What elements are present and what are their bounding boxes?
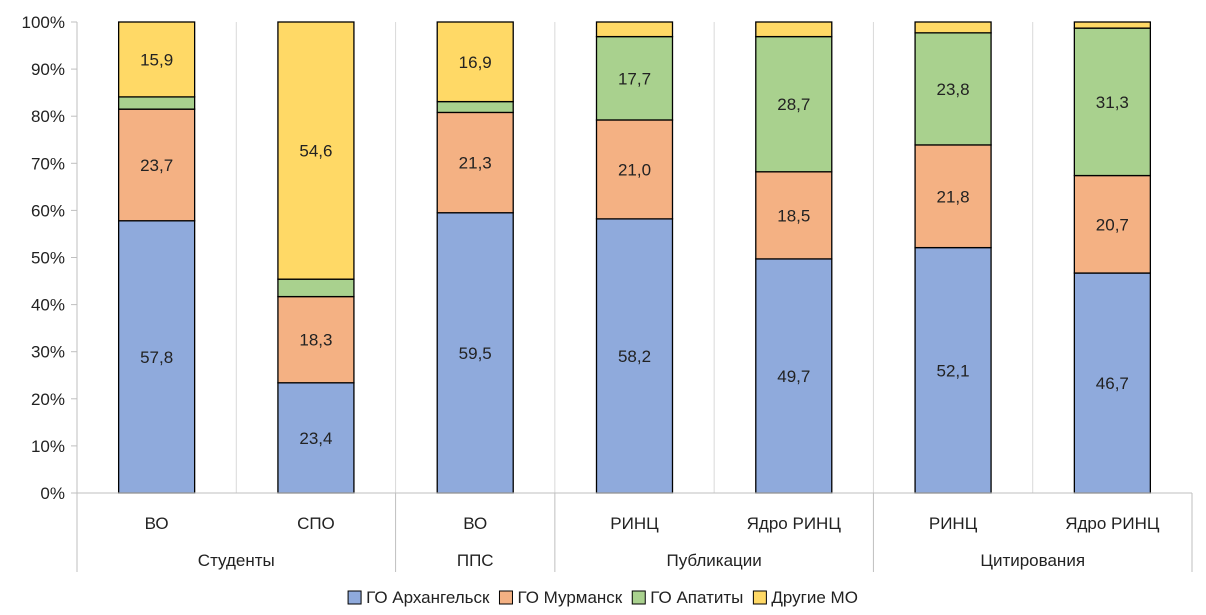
y-tick-label: 0%: [40, 484, 65, 503]
x-category-label: ВО: [463, 514, 487, 533]
y-tick-label: 70%: [31, 154, 65, 173]
bar-segment: [436, 111, 514, 214]
bar-segments: [117, 21, 1152, 494]
data-label: 28,7: [777, 95, 810, 114]
bar-segment: [117, 96, 196, 110]
x-category-label: СПО: [297, 514, 335, 533]
y-tick-label: 60%: [31, 201, 65, 220]
y-tick-label: 50%: [31, 249, 65, 268]
data-label: 23,8: [937, 80, 970, 99]
bar-segment: [436, 21, 514, 103]
data-label: 20,7: [1096, 215, 1129, 234]
legend-swatch: [631, 590, 646, 605]
data-label: 17,7: [618, 69, 651, 88]
grid-lines: [235, 22, 1034, 493]
bar-segment: [277, 21, 355, 280]
data-label: 21,0: [618, 160, 651, 179]
bar-segment: [436, 100, 514, 114]
bar-segment: [436, 212, 514, 494]
bar-segment: [595, 21, 674, 38]
legend-swatch: [498, 590, 513, 605]
x-group-label: Публикации: [666, 551, 761, 570]
data-label: 23,7: [140, 156, 173, 175]
data-label: 18,5: [777, 206, 810, 225]
data-label: 31,3: [1096, 93, 1129, 112]
data-label: 57,8: [140, 348, 173, 367]
x-category-label: РИНЦ: [929, 514, 978, 533]
legend-label: ГО Мурманск: [517, 588, 622, 607]
legend: ГО Архангельск ГО Мурманск ГО Апатиты Други…: [347, 588, 858, 607]
data-label: 18,3: [299, 331, 332, 350]
bar-segment: [914, 21, 992, 34]
x-category-label: Ядро РИНЦ: [1065, 514, 1160, 533]
data-label: 58,2: [618, 347, 651, 366]
data-label: 54,6: [299, 142, 332, 161]
legend-label: ГО Апатиты: [650, 588, 743, 607]
bar-segment: [914, 144, 992, 249]
bar-segment: [1073, 27, 1152, 177]
bar-segment: [595, 35, 674, 121]
data-label: 15,9: [140, 50, 173, 69]
bar-segment: [277, 295, 355, 384]
bar-segment: [914, 246, 992, 494]
data-label: 21,8: [937, 187, 970, 206]
data-label: 21,3: [459, 154, 492, 173]
x-group-label: ППС: [457, 551, 494, 570]
y-tick-label: 40%: [31, 296, 65, 315]
legend-label: Другие МО: [771, 588, 858, 607]
x-category-label: Ядро РИНЦ: [747, 514, 842, 533]
y-tick-label: 100%: [22, 13, 65, 32]
bar-segment: [755, 21, 833, 38]
x-category-label: ВО: [145, 514, 169, 533]
x-group-label: Студенты: [198, 551, 275, 570]
data-label: 59,5: [459, 344, 492, 363]
bar-segment: [755, 171, 833, 260]
data-label: 23,4: [299, 429, 332, 448]
x-category-label: РИНЦ: [610, 514, 659, 533]
bar-segment: [277, 278, 355, 298]
legend-swatch: [347, 590, 362, 605]
bar-segment: [595, 119, 674, 220]
bar-segment: [117, 21, 196, 98]
y-tick-label: 80%: [31, 107, 65, 126]
bar-segment: [117, 108, 196, 222]
axes: 0% 10% 20% 30% 40% 50% 60% 70% 80% 90% 100% ВО СПО ВО…: [22, 13, 1193, 572]
bar-segment: [755, 35, 833, 173]
legend-swatch: [752, 590, 767, 605]
x-group-label: Цитирования: [980, 551, 1085, 570]
data-labels: 57,8 23,7 15,9 23,4 18,3 54,6 59,5 21,3 16,9 58,2…: [140, 50, 1129, 447]
bar-segment: [1073, 272, 1152, 494]
bar-segment: [755, 258, 833, 494]
data-label: 52,1: [937, 361, 970, 380]
data-label: 16,9: [459, 53, 492, 72]
y-tick-label: 90%: [31, 60, 65, 79]
y-tick-label: 30%: [31, 343, 65, 362]
y-tick-label: 20%: [31, 390, 65, 409]
bar-segment: [595, 218, 674, 494]
bar-segment: [1073, 21, 1152, 29]
data-label: 46,7: [1096, 374, 1129, 393]
y-tick-label: 10%: [31, 437, 65, 456]
data-label: 49,7: [777, 367, 810, 386]
legend-label: ГО Архангельск: [366, 588, 490, 607]
bar-segment: [1073, 174, 1152, 274]
